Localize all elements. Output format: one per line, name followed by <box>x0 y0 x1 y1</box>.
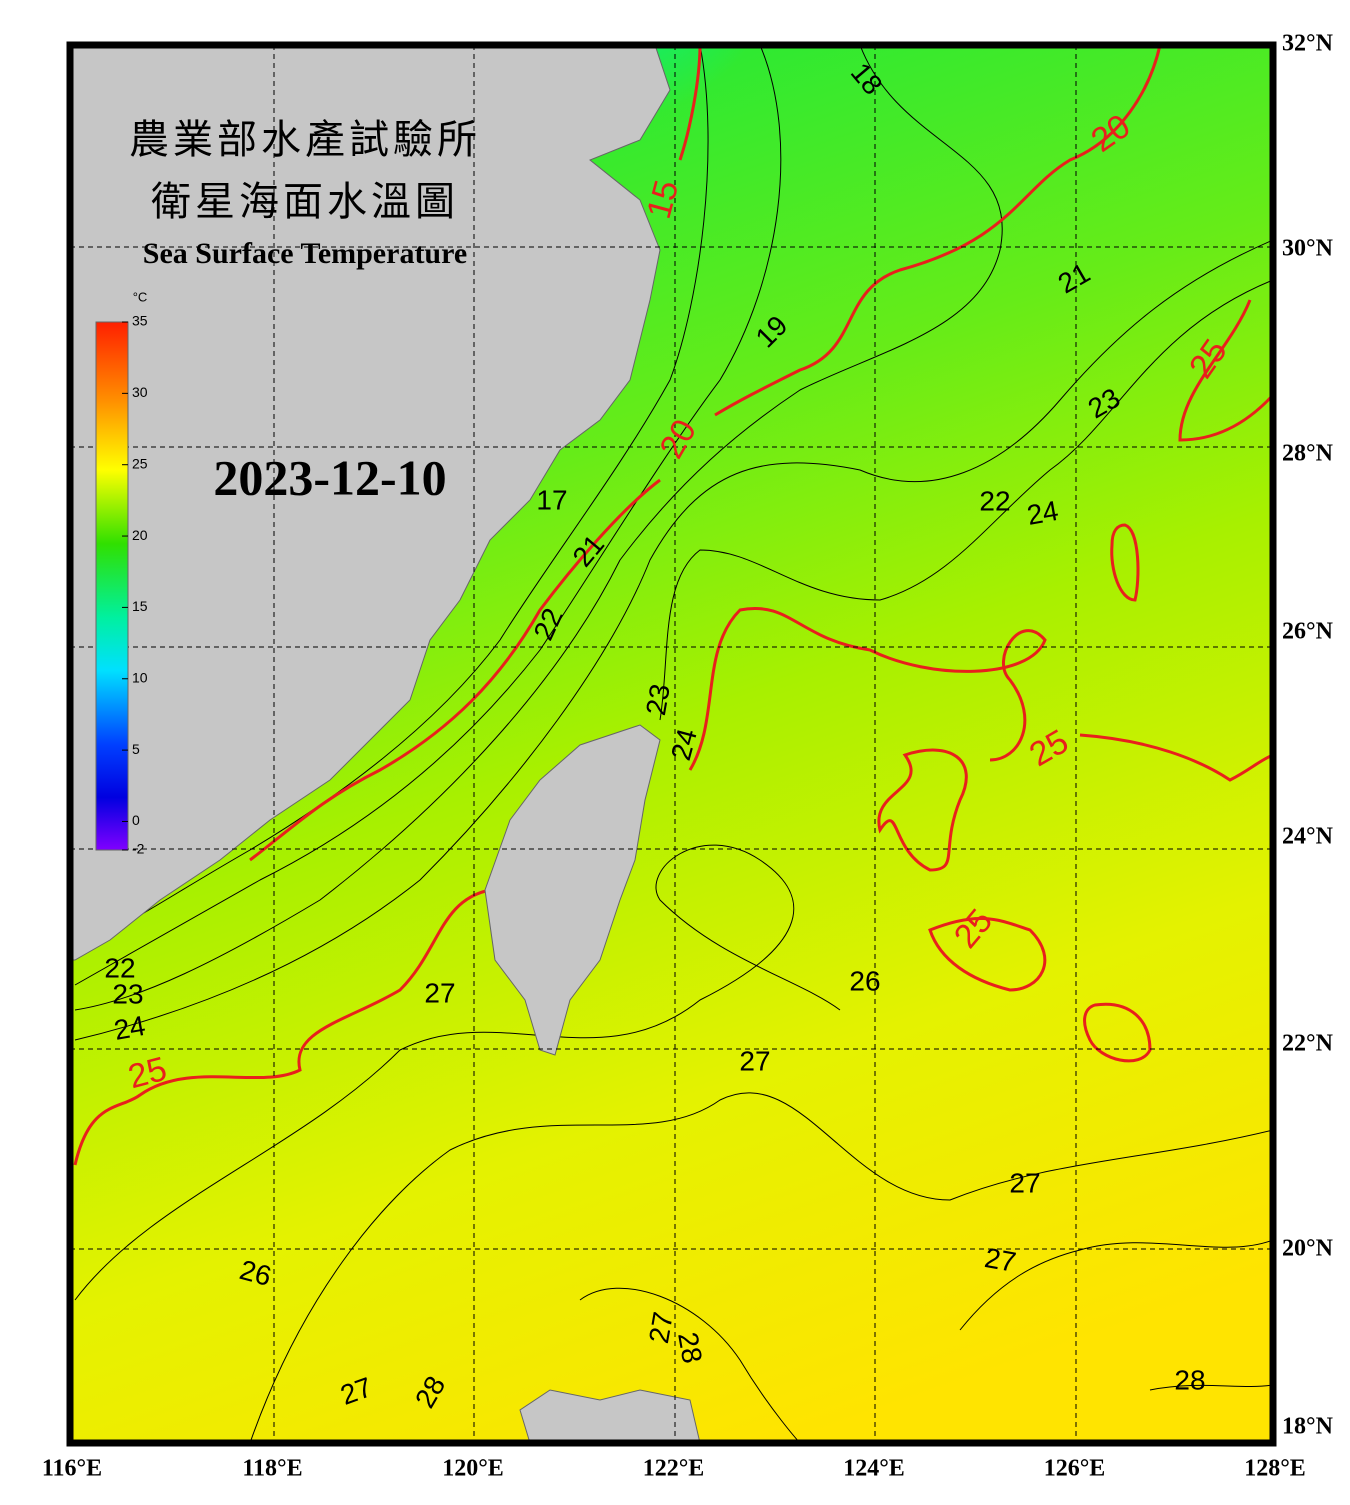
lon-label: 122°E <box>643 1456 705 1482</box>
contour <box>74 45 782 986</box>
lat-label: 24°N <box>1282 824 1334 850</box>
contour-label: 23 <box>640 682 676 718</box>
contour-label: 27 <box>739 1045 770 1076</box>
contour-25 <box>928 917 1047 992</box>
contour-label: 23 <box>112 978 143 1009</box>
contour-label: 22 <box>104 952 135 983</box>
lat-label: 26°N <box>1282 619 1334 645</box>
contour-label: 24 <box>112 1010 148 1046</box>
contour <box>249 1092 1273 1443</box>
contour-label: 22 <box>979 485 1010 516</box>
lon-label: 116°E <box>42 1456 102 1482</box>
contour <box>74 45 1003 1011</box>
colorbar-tick-label: 25 <box>132 455 148 471</box>
lat-label: 30°N <box>1282 236 1334 262</box>
contour-25 <box>1110 523 1140 602</box>
lon-label: 120°E <box>442 1456 504 1482</box>
contour-label: 24 <box>1025 495 1061 531</box>
colorbar-tick-label: 10 <box>132 669 148 685</box>
lon-label: 124°E <box>843 1456 905 1482</box>
luzon <box>519 1389 701 1443</box>
contour-label: 27 <box>424 977 455 1008</box>
title-zh: 農業部水產試驗所 <box>129 117 481 163</box>
colorbar-tick-label: 20 <box>132 527 148 543</box>
contour <box>74 239 1273 1041</box>
contour-label: 28 <box>1174 1364 1205 1395</box>
date: 2023-12-10 <box>213 449 446 505</box>
colorbar <box>95 321 129 851</box>
colorbar-tick-label: 35 <box>132 313 148 329</box>
contour <box>959 1239 1273 1331</box>
lon-label: 118°E <box>242 1456 302 1482</box>
contour <box>659 279 1273 721</box>
colorbar-tick-label: 15 <box>132 598 148 614</box>
contour-label: 27 <box>1009 1167 1040 1198</box>
contour-25 <box>73 888 491 1166</box>
colorbar-tick-label: 30 <box>132 384 148 400</box>
red-contours <box>73 45 1273 1166</box>
lat-label: 20°N <box>1282 1236 1334 1262</box>
lon-label: 128°E <box>1244 1456 1306 1482</box>
colorbar-tick-label: 0 <box>132 812 140 828</box>
title-en: Sea Surface Temperature <box>143 237 467 270</box>
contour-25 <box>1178 299 1273 442</box>
contour <box>74 844 841 1301</box>
taiwan <box>484 724 661 1056</box>
contour-label: 17 <box>536 484 567 515</box>
colorbar-tick-label: 5 <box>132 741 140 757</box>
colorbar-ticks: 35 30 25 20 15 10 5 0 -2 <box>122 313 148 857</box>
title-zh: 衛星海面水溫圖 <box>151 179 459 225</box>
contour-20 <box>714 45 1162 417</box>
contour <box>74 45 709 951</box>
contour-label: 26 <box>849 965 880 996</box>
lon-label: 126°E <box>1044 1456 1106 1482</box>
colorbar-tick-label: -2 <box>132 841 145 857</box>
contour-25 <box>1083 1002 1152 1063</box>
lat-label: 22°N <box>1282 1031 1334 1057</box>
contour-15 <box>678 45 702 161</box>
lat-label: 18°N <box>1282 1414 1334 1440</box>
contour-20 <box>249 478 661 862</box>
contour <box>579 1287 801 1443</box>
colorbar-unit: °C <box>133 289 148 304</box>
axis-labels: 32°N 30°N 28°N 26°N 24°N 22°N 20°N 18°N 116°E 118… <box>42 31 1334 1482</box>
contour <box>1149 1384 1273 1391</box>
contour-label: 27 <box>982 1242 1018 1278</box>
contour-25 <box>877 748 968 872</box>
graticule <box>70 45 1273 1443</box>
contour-label: 27 <box>643 1310 679 1346</box>
mainland <box>70 45 671 961</box>
contour-label: 28 <box>672 1330 708 1366</box>
contour-25 <box>1079 733 1273 782</box>
lat-label: 32°N <box>1282 31 1334 57</box>
contour-25 <box>688 607 1047 771</box>
lat-label: 28°N <box>1282 441 1334 467</box>
frame <box>66 41 1277 1447</box>
contours <box>74 45 1273 1443</box>
